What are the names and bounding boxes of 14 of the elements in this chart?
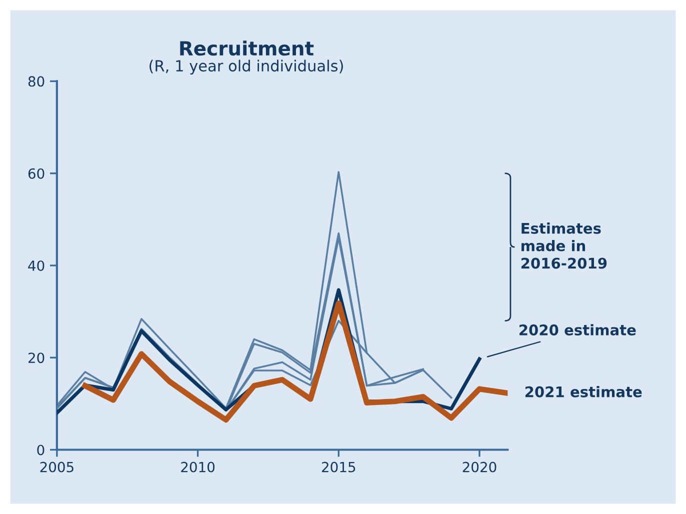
y-tick-label: 80: [28, 76, 44, 87]
y-tick-label: 60: [28, 168, 44, 179]
series-label: 2021 estimate: [525, 386, 642, 398]
text: Estimates made in 2016-2019: [521, 222, 607, 269]
y-tick-label: 0: [37, 444, 44, 456]
y-tick-label: 40: [28, 260, 44, 271]
y-tick-label: 20: [28, 352, 44, 364]
x-tick-label: 2010: [181, 462, 215, 472]
chart-subtitle: (R, 1 year old individuals): [150, 60, 343, 75]
x-tick-label: 2015: [322, 462, 356, 472]
x-tick-label: 2020: [462, 462, 496, 472]
chart-title: Recruitment: [180, 40, 314, 56]
text: 2020 estimate: [520, 324, 636, 336]
x-tick-label: 2005: [40, 462, 74, 472]
